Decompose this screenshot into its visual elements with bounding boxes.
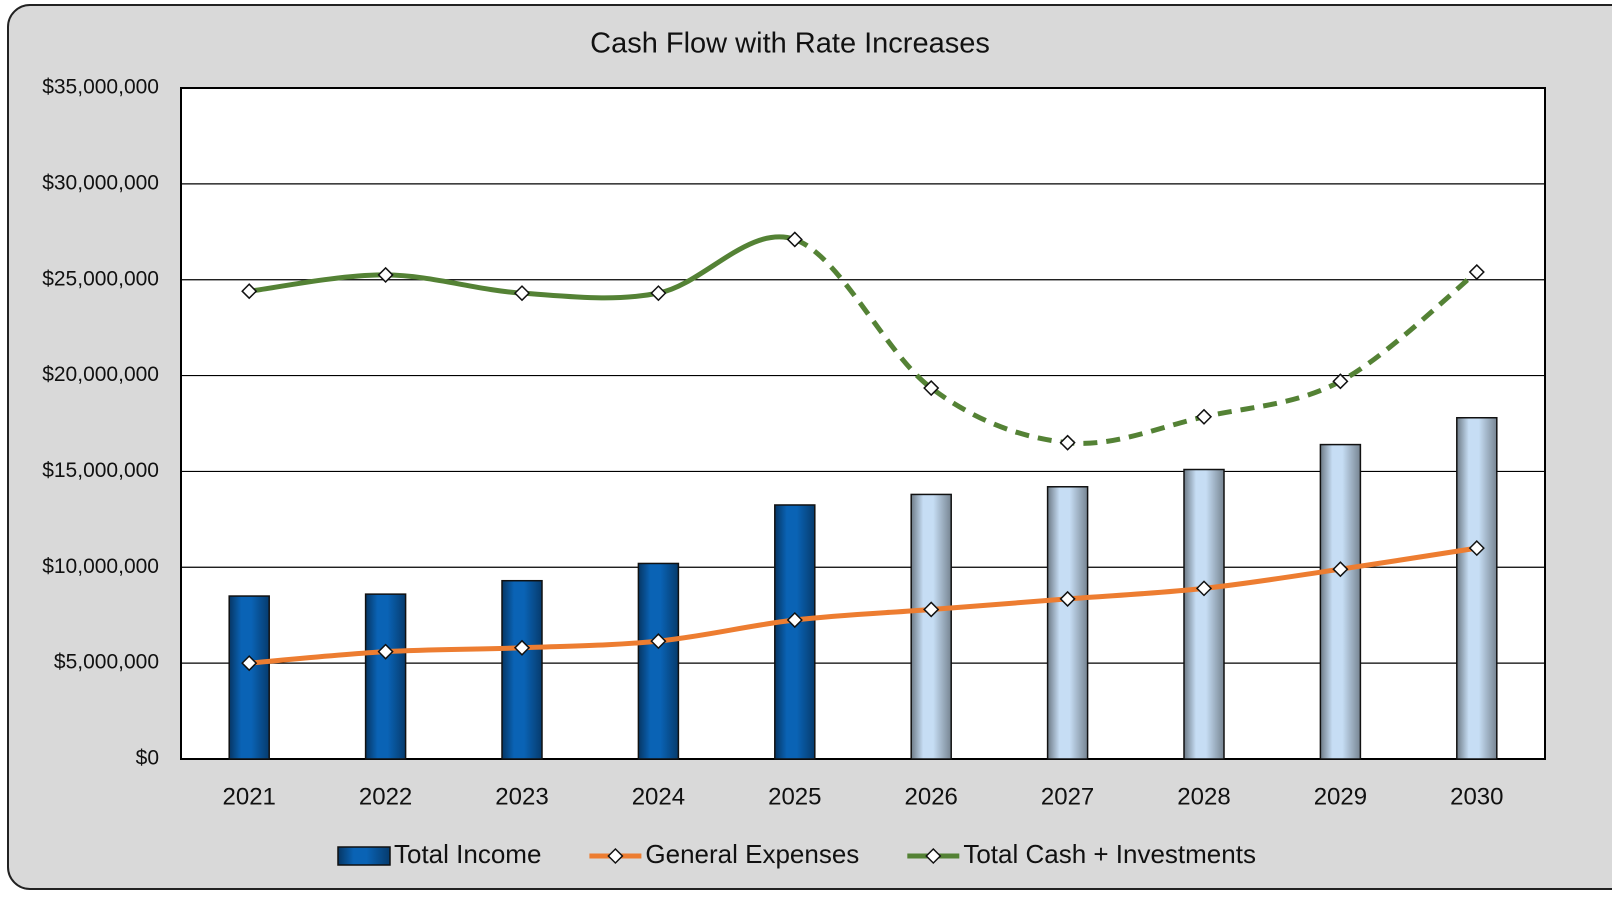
y-tick-label: $0 (136, 747, 159, 770)
bar (637, 562, 680, 760)
bar (1456, 416, 1498, 760)
y-tick-label: $10,000,000 (42, 555, 159, 578)
x-tick-label: 2030 (1450, 783, 1503, 810)
bar (910, 493, 952, 760)
line-marker (923, 379, 940, 397)
bar (1183, 468, 1225, 760)
line-marker (377, 266, 394, 283)
line-marker (650, 633, 667, 650)
line-marker (1332, 373, 1349, 390)
x-tick-label: 2022 (359, 783, 412, 810)
y-tick-label: $35,000,000 (42, 76, 159, 99)
bar (228, 595, 270, 760)
legend-label: General Expenses (645, 839, 859, 869)
line-marker (1195, 580, 1213, 597)
legend-swatch (337, 846, 391, 866)
x-tick-label: 2025 (768, 783, 821, 810)
plot-area (180, 87, 1546, 760)
x-tick-label: 2028 (1177, 783, 1230, 810)
y-tick-label: $5,000,000 (54, 651, 159, 674)
x-tick-label: 2029 (1314, 783, 1367, 810)
line-marker (1195, 408, 1213, 425)
line-marker (1468, 540, 1485, 557)
x-tick-label: 2023 (495, 783, 548, 810)
y-tick-label: $25,000,000 (42, 267, 159, 290)
y-tick-label: $20,000,000 (42, 363, 159, 386)
bar (1046, 486, 1089, 760)
bar (364, 593, 407, 760)
line-marker (1332, 561, 1349, 578)
chart-title: Cash Flow with Rate Increases (590, 28, 990, 60)
line-marker (513, 639, 531, 656)
y-tick-label: $30,000,000 (42, 171, 159, 194)
line-marker (513, 285, 531, 302)
line-marker (377, 643, 394, 660)
x-tick-label: 2021 (223, 783, 276, 810)
x-tick-label: 2024 (632, 783, 685, 810)
line-marker (650, 285, 667, 302)
line-marker (1468, 263, 1485, 281)
legend-marker (925, 847, 942, 865)
line-marker (786, 231, 803, 248)
line-marker (1059, 434, 1076, 451)
x-tick-label: 2027 (1041, 783, 1094, 810)
line-marker (1059, 590, 1076, 607)
bar (774, 504, 816, 760)
line-marker (241, 655, 258, 672)
x-tick-label: 2026 (905, 783, 958, 810)
bar (1319, 443, 1362, 760)
legend-marker (607, 847, 624, 865)
line-marker (923, 601, 940, 618)
legend-label: Total Income (394, 839, 541, 869)
series-line (246, 545, 1480, 666)
bar (501, 579, 543, 760)
y-tick-label: $15,000,000 (42, 459, 159, 482)
line-marker (786, 611, 803, 629)
legend-label: Total Cash + Investments (963, 839, 1256, 869)
line-marker (241, 283, 258, 300)
